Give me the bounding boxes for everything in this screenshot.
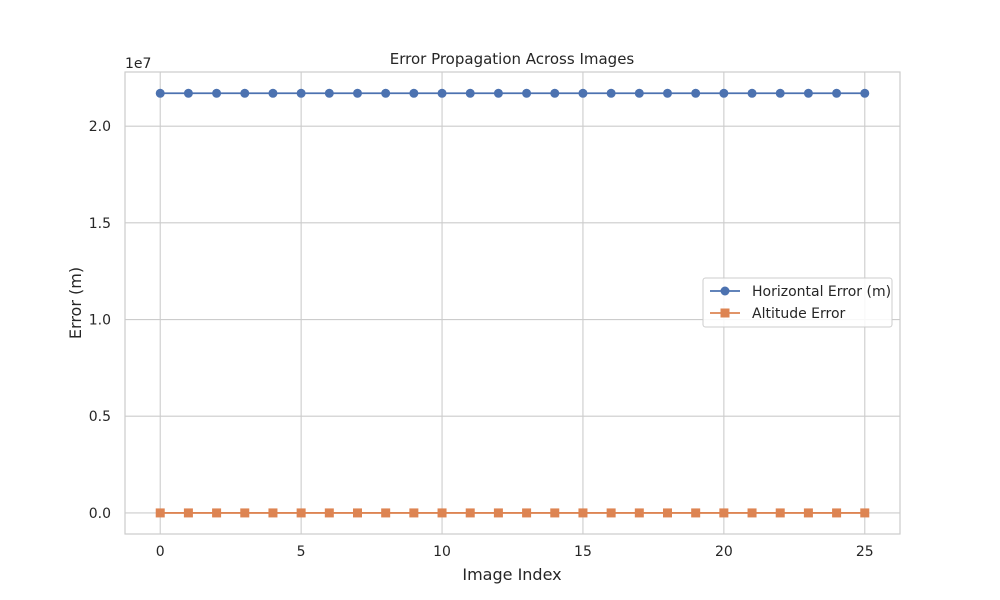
data-point-horizontal-error-m [578,88,588,98]
data-point-horizontal-error-m [860,88,870,98]
data-point-horizontal-error-m [155,88,165,98]
data-point-horizontal-error-m [296,88,306,98]
y-tick-label: 2.0 [89,119,111,135]
data-point-altitude-error [353,508,362,518]
series-layer [155,88,870,518]
legend: Horizontal Error (m) Altitude Error [702,277,893,328]
data-point-altitude-error [493,508,503,518]
data-point-horizontal-error-m [268,88,278,98]
x-tick-label: 25 [856,544,874,560]
y-axis-label: Error (m) [66,267,85,339]
data-point-altitude-error [606,508,616,518]
data-point-horizontal-error-m [353,88,362,98]
x-tick-label: 0 [156,544,165,560]
data-point-horizontal-error-m [437,88,447,98]
data-point-horizontal-error-m [522,88,532,98]
data-point-altitude-error [860,508,870,518]
data-point-horizontal-error-m [381,88,391,98]
data-point-altitude-error [240,508,250,518]
data-point-altitude-error [296,508,306,518]
data-point-altitude-error [437,508,447,518]
tick-labels: 0 5 10 15 20 25 0.0 0.5 1.0 1.5 2.0 [89,119,874,560]
data-point-altitude-error [324,508,334,518]
data-point-altitude-error [747,508,757,518]
legend-box [702,277,893,328]
data-point-horizontal-error-m [663,88,672,98]
data-point-altitude-error [719,508,729,518]
data-point-altitude-error [550,508,560,518]
x-tick-label: 20 [715,544,733,560]
data-point-horizontal-error-m [803,88,813,98]
data-point-horizontal-error-m [212,88,222,98]
data-point-horizontal-error-m [409,88,419,98]
data-point-altitude-error [155,508,165,518]
y-axis-offset-text: 1e7 [125,56,151,72]
data-point-horizontal-error-m [634,88,644,98]
data-point-horizontal-error-m [550,88,560,98]
data-point-horizontal-error-m [606,88,616,98]
data-point-altitude-error [409,508,419,518]
legend-label-altitude-error: Altitude Error [752,306,846,322]
data-point-horizontal-error-m [324,88,334,98]
y-tick-label: 1.5 [89,216,111,232]
data-point-altitude-error [381,508,391,518]
x-tick-label: 15 [574,544,592,560]
y-tick-label: 1.0 [89,313,111,329]
legend-marker-horizontal-error [720,286,730,296]
chart-title: Error Propagation Across Images [390,50,635,68]
legend-label-horizontal-error: Horizontal Error (m) [752,284,891,300]
data-point-altitude-error [832,508,842,518]
legend-marker-altitude-error [720,308,730,318]
data-point-horizontal-error-m [775,88,785,98]
data-point-altitude-error [775,508,785,518]
data-point-horizontal-error-m [832,88,842,98]
plot-frame [124,71,901,535]
data-point-altitude-error [663,508,672,518]
data-point-altitude-error [691,508,701,518]
data-point-horizontal-error-m [240,88,250,98]
data-point-altitude-error [522,508,532,518]
data-point-altitude-error [465,508,475,518]
data-point-altitude-error [268,508,278,518]
data-point-horizontal-error-m [719,88,729,98]
data-point-horizontal-error-m [183,88,193,98]
data-point-altitude-error [578,508,588,518]
data-point-horizontal-error-m [747,88,757,98]
x-tick-label: 5 [297,544,306,560]
data-point-altitude-error [634,508,644,518]
y-tick-label: 0.0 [89,506,111,522]
y-tick-label: 0.5 [89,409,111,425]
data-point-horizontal-error-m [465,88,475,98]
x-axis-label: Image Index [462,565,561,584]
x-tick-label: 10 [433,544,451,560]
data-point-altitude-error [212,508,222,518]
data-point-horizontal-error-m [493,88,503,98]
data-point-altitude-error [803,508,813,518]
data-point-altitude-error [183,508,193,518]
data-point-horizontal-error-m [691,88,701,98]
